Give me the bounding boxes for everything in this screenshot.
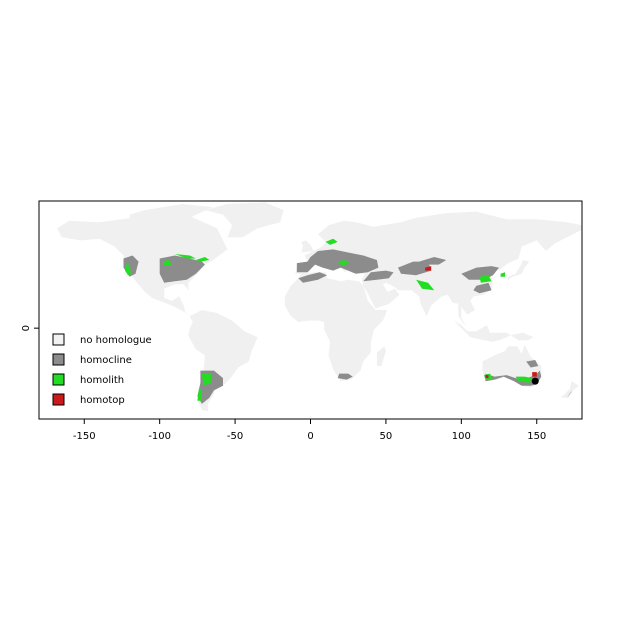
homotop-western-australia — [485, 375, 489, 379]
landmass-eurasia — [295, 211, 582, 327]
homolith-chile-south — [197, 388, 202, 401]
world-landmass — [57, 202, 582, 412]
y-tick-label: 0 — [21, 325, 32, 331]
homocline-australia-north — [526, 360, 539, 368]
homocline-central-asia — [398, 261, 432, 276]
homocline-china-north — [461, 266, 499, 280]
x-tick-label: -150 — [73, 431, 96, 442]
homocline-south-africa — [337, 373, 353, 380]
landmass-madagascar — [376, 346, 386, 366]
landmass-japan — [506, 260, 530, 282]
legend-label: homotop — [80, 395, 125, 406]
landmass-britain — [301, 240, 314, 253]
homolith-baltic — [325, 238, 338, 245]
legend-label: homolith — [80, 375, 124, 386]
x-tick-label: -100 — [148, 431, 171, 442]
homolith-canada-south — [174, 254, 196, 259]
homolith-korea — [500, 272, 506, 277]
homolith-great-plains — [162, 260, 172, 267]
homolith-balkans — [337, 260, 350, 267]
homocline-kazakh — [419, 257, 447, 265]
homolith-north-india — [416, 279, 435, 291]
homolith-california — [125, 264, 131, 276]
landmass-indonesia — [453, 320, 534, 342]
homocline-maghreb — [298, 272, 328, 283]
x-tick-label: 0 — [307, 431, 313, 442]
homotop-southeast-australia — [532, 372, 537, 377]
legend: no homologue homocline homolith homotop — [52, 333, 152, 406]
legend-swatch — [52, 333, 65, 346]
x-axis: -150 -100 -50 0 50 100 150 — [73, 419, 546, 442]
y-axis: 0 — [21, 325, 39, 331]
landmass-new-zealand — [560, 381, 579, 398]
reference-point-marker — [531, 377, 539, 385]
reference-point — [531, 377, 539, 385]
x-tick-label: 100 — [452, 431, 471, 442]
homocline-middle-east — [363, 270, 394, 282]
homolith-china-east — [479, 275, 492, 283]
homocline-usa-east — [159, 255, 205, 283]
legend-swatch — [52, 373, 65, 386]
homocline-china-south — [473, 282, 492, 294]
legend-swatch — [52, 353, 65, 366]
x-tick-label: -50 — [227, 431, 243, 442]
x-tick-label: 150 — [527, 431, 546, 442]
legend-swatch — [52, 393, 65, 406]
homolith-canada-east — [195, 257, 210, 262]
legend-label: no homologue — [80, 335, 152, 346]
x-tick-label: 50 — [380, 431, 393, 442]
homotop-central-asia — [425, 266, 432, 271]
legend-label: homocline — [80, 355, 132, 366]
homolith-southeast-australia — [515, 376, 533, 383]
landmass-arctic-islands — [129, 204, 213, 223]
homotop-regions — [425, 266, 537, 379]
landmass-africa — [284, 272, 388, 382]
homolith-patagonia — [201, 373, 211, 386]
landmass-greenland — [204, 202, 284, 238]
homocline-europe — [296, 249, 379, 274]
landmass-north-america — [57, 214, 228, 317]
homocline-regions — [123, 249, 576, 404]
